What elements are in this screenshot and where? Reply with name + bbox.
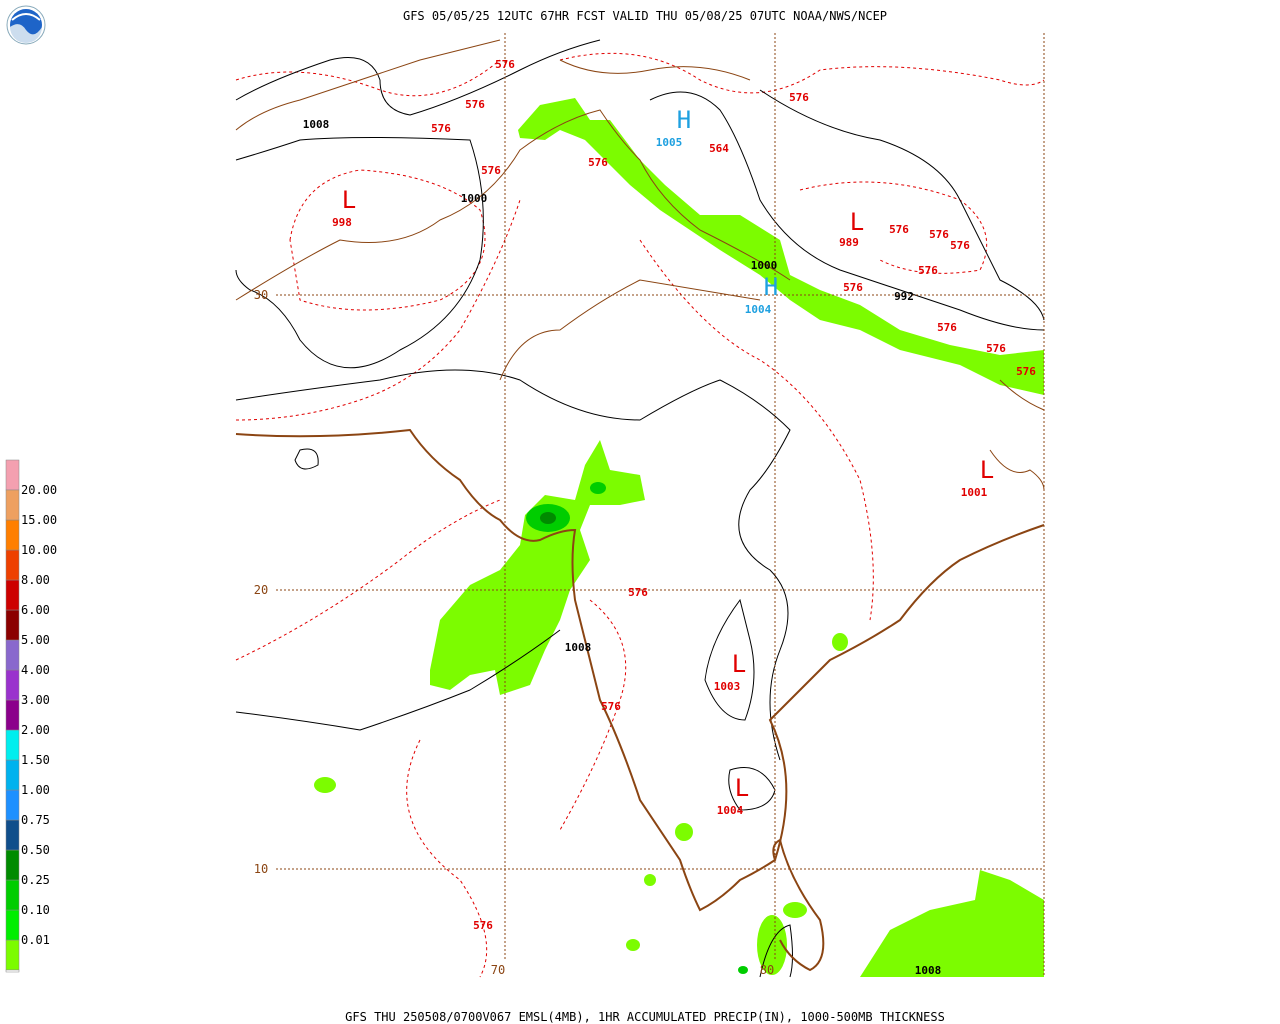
legend-swatch [5, 489, 20, 521]
center-symbol: L [735, 774, 749, 802]
pressure-contours [235, 39, 1045, 978]
contour-label: 992 [894, 290, 914, 303]
legend-swatch [5, 639, 20, 671]
center-symbol: L [342, 186, 356, 214]
legend-swatch [5, 519, 20, 551]
grid-label: 10 [254, 862, 268, 876]
contour-label: 1005 [656, 136, 683, 149]
contour-label: 576 [986, 342, 1006, 355]
grid-label: 30 [254, 288, 268, 302]
legend-swatch [5, 699, 20, 731]
contour-label: 576 [601, 700, 621, 713]
contour-label: 998 [332, 216, 352, 229]
grid-label: 80 [760, 963, 774, 977]
legend-swatch [5, 729, 20, 761]
contour-label: 576 [495, 58, 515, 71]
legend-label: 0.50 [21, 843, 50, 857]
contour-label: 564 [709, 142, 729, 155]
footer-text: GFS THU 250508/0700V067 EMSL(4MB), 1HR A… [345, 1010, 945, 1024]
center-symbol: L [732, 650, 746, 678]
map-area [235, 33, 1045, 978]
noaa-logo [6, 5, 46, 45]
contour-label: 576 [937, 321, 957, 334]
thickness-contours [235, 52, 1045, 978]
contour-label: 576 [789, 91, 809, 104]
legend-swatch [5, 909, 20, 941]
contour-label: 1000 [751, 259, 778, 272]
precip [314, 98, 1044, 977]
contour-label: 989 [839, 236, 859, 249]
contour-label: 576 [843, 281, 863, 294]
legend-label: 0.25 [21, 873, 50, 887]
legend-label: 2.00 [21, 723, 50, 737]
contour-label: 576 [1016, 365, 1036, 378]
legend-label: 1.00 [21, 783, 50, 797]
center-symbol: H [677, 106, 691, 134]
contour-label: 576 [473, 919, 493, 932]
contour-label: 576 [889, 223, 909, 236]
contour-label: 576 [918, 264, 938, 277]
coastline [235, 39, 1045, 972]
legend-swatch [5, 789, 20, 821]
legend-label: 4.00 [21, 663, 50, 677]
contour-label: 576 [628, 586, 648, 599]
grid-label: 70 [491, 963, 505, 977]
contour-label: 576 [929, 228, 949, 241]
contour-label: 1008 [565, 641, 592, 654]
contour-label: 1003 [714, 680, 741, 693]
legend-swatch [5, 759, 20, 791]
legend-label: 0.10 [21, 903, 50, 917]
contour-label: 576 [465, 98, 485, 111]
legend-label: 15.00 [21, 513, 57, 527]
legend-label: 1.50 [21, 753, 50, 767]
map-title: GFS 05/05/25 12UTC 67HR FCST VALID THU 0… [403, 9, 887, 23]
legend-label: 20.00 [21, 483, 57, 497]
contour-label: 576 [950, 239, 970, 252]
contour-label: 576 [588, 156, 608, 169]
legend-swatch [5, 609, 20, 641]
contour-label: 1008 [303, 118, 330, 131]
contour-label: 1004 [717, 804, 744, 817]
legend-swatch [5, 549, 20, 581]
legend-swatch [5, 879, 20, 911]
legend-swatch [5, 819, 20, 851]
contour-label: 1008 [915, 964, 942, 977]
legend-label: 0.75 [21, 813, 50, 827]
legend-label: 0.01 [21, 933, 50, 947]
legend-swatch [5, 939, 20, 971]
legend-swatch [5, 459, 20, 491]
grid-label: 20 [254, 583, 268, 597]
center-symbol: L [850, 208, 864, 236]
legend-swatch [5, 849, 20, 881]
contour-label: 576 [431, 122, 451, 135]
legend-label: 8.00 [21, 573, 50, 587]
contour-label: 1000 [461, 192, 488, 205]
legend-swatch [5, 969, 20, 973]
center-symbol: L [980, 456, 994, 484]
legend-label: 10.00 [21, 543, 57, 557]
graticule [276, 33, 1045, 977]
legend-swatch [5, 669, 20, 701]
center-symbol: H [764, 273, 778, 301]
contour-label: 576 [481, 164, 501, 177]
contour-label: 1004 [745, 303, 772, 316]
contour-label: 1001 [961, 486, 988, 499]
legend-swatch [5, 579, 20, 611]
legend-label: 6.00 [21, 603, 50, 617]
legend-label: 3.00 [21, 693, 50, 707]
legend-label: 5.00 [21, 633, 50, 647]
